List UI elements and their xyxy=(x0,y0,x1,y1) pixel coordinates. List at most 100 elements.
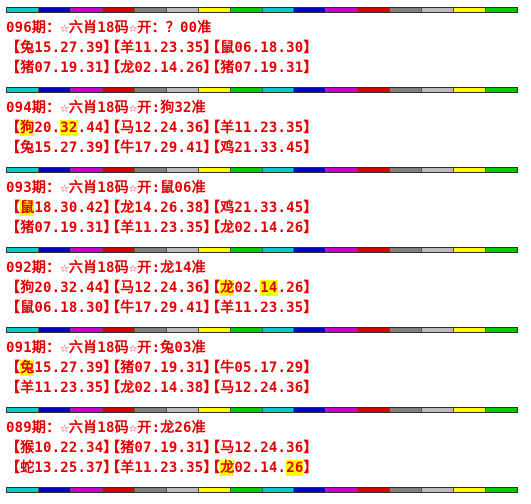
zodiac-number-row: 【鼠06.18.30】【牛17.29.41】【羊11.23.35】 xyxy=(6,298,317,318)
stripe-segment xyxy=(7,88,39,92)
group-text: 【羊11.23.35】 xyxy=(106,220,218,236)
stripe-segment xyxy=(102,248,135,252)
stripe-segment xyxy=(326,488,359,492)
group-text: 【 xyxy=(206,280,221,296)
stripe-segment xyxy=(422,248,455,252)
stripe-segment xyxy=(454,8,487,12)
zodiac-number-group: 【龙02.14.26】 xyxy=(206,278,317,298)
zodiac-number-group: 【鼠18.30.42】 xyxy=(6,198,117,218)
stripe-segment xyxy=(198,8,231,12)
zodiac-number-group: 【羊11.23.35】 xyxy=(206,118,317,138)
group-text: 【龙14.26.38】 xyxy=(106,200,218,216)
group-text: 【牛17.29.41】 xyxy=(106,140,218,156)
group-text: 15.27.39】 xyxy=(34,360,118,376)
stripe-segment xyxy=(134,248,167,252)
period-header: 094期：☆六肖18码☆开:狗32准 xyxy=(6,100,206,116)
stripe-segment xyxy=(230,168,263,172)
stripe-segment xyxy=(262,168,295,172)
color-stripe-divider xyxy=(6,247,518,253)
group-text: 【羊11.23.35】 xyxy=(6,380,118,396)
color-stripe-divider xyxy=(6,487,518,493)
stripe-segment xyxy=(358,328,391,332)
stripe-segment xyxy=(38,408,71,412)
stripe-segment xyxy=(7,488,39,492)
stripe-segment xyxy=(262,328,295,332)
group-text: 【龙02.14.26】 xyxy=(206,220,318,236)
stripe-segment xyxy=(390,488,423,492)
zodiac-number-row: 【蛇13.25.37】【羊11.23.35】【龙02.14.26】 xyxy=(6,458,317,478)
stripe-segment xyxy=(134,88,167,92)
group-text: 【 xyxy=(6,200,21,216)
stripe-segment xyxy=(7,8,39,12)
stripe-segment xyxy=(198,328,231,332)
group-text: 【羊11.23.35】 xyxy=(106,460,218,476)
group-text: 【羊11.23.35】 xyxy=(206,300,318,316)
hit-highlight: 狗 xyxy=(20,120,35,136)
stripe-segment xyxy=(454,248,487,252)
color-stripe-divider xyxy=(6,7,518,13)
stripe-segment xyxy=(230,88,263,92)
zodiac-number-group: 【鼠06.18.30】 xyxy=(6,298,117,318)
group-text: 】 xyxy=(303,460,318,476)
zodiac-number-group: 【马12.24.36】 xyxy=(106,278,217,298)
group-text: 【猪07.19.31】 xyxy=(206,60,318,76)
group-text: 【鼠06.18.30】 xyxy=(206,40,318,56)
group-text: 【猪07.19.31】 xyxy=(106,440,218,456)
stripe-segment xyxy=(7,408,39,412)
zodiac-number-group: 【马12.24.36】 xyxy=(206,438,317,458)
stripe-segment xyxy=(38,488,71,492)
stripe-segment xyxy=(166,88,199,92)
stripe-segment xyxy=(454,328,487,332)
stripe-segment xyxy=(198,248,231,252)
stripe-segment xyxy=(358,88,391,92)
zodiac-number-group: 【鼠06.18.30】 xyxy=(206,38,317,58)
zodiac-number-row: 【猪07.19.31】【羊11.23.35】【龙02.14.26】 xyxy=(6,218,317,238)
zodiac-number-group: 【鸡21.33.45】 xyxy=(206,198,317,218)
stripe-segment xyxy=(358,248,391,252)
color-stripe-divider xyxy=(6,167,518,173)
stripe-segment xyxy=(422,8,455,12)
stripe-segment xyxy=(134,8,167,12)
zodiac-number-group: 【羊11.23.35】 xyxy=(106,218,217,238)
zodiac-number-row: 【羊11.23.35】【龙02.14.38】【马12.24.36】 xyxy=(6,378,317,398)
stripe-segment xyxy=(326,8,359,12)
stripe-segment xyxy=(70,328,103,332)
group-text: 【羊11.23.35】 xyxy=(206,120,318,136)
stripe-segment xyxy=(70,408,103,412)
stripe-segment xyxy=(166,8,199,12)
stripe-segment xyxy=(422,328,455,332)
stripe-segment xyxy=(422,168,455,172)
group-text: 【鸡21.33.45】 xyxy=(206,200,318,216)
stripe-segment xyxy=(326,168,359,172)
zodiac-number-group: 【鸡21.33.45】 xyxy=(206,138,317,158)
hit-highlight: 26 xyxy=(286,460,304,476)
stripe-segment xyxy=(262,8,295,12)
group-text: 20. xyxy=(34,120,61,136)
stripe-segment xyxy=(294,8,327,12)
stripe-segment xyxy=(102,88,135,92)
stripe-segment xyxy=(486,408,517,412)
stripe-segment xyxy=(390,8,423,12)
zodiac-number-group: 【猪07.19.31】 xyxy=(6,58,117,78)
stripe-segment xyxy=(70,168,103,172)
stripe-segment xyxy=(230,248,263,252)
stripe-segment xyxy=(486,8,517,12)
stripe-segment xyxy=(358,168,391,172)
group-text: 【马12.24.36】 xyxy=(206,440,318,456)
color-stripe-divider xyxy=(6,327,518,333)
stripe-segment xyxy=(294,488,327,492)
color-stripe-divider xyxy=(6,407,518,413)
stripe-segment xyxy=(486,328,517,332)
stripe-segment xyxy=(454,408,487,412)
zodiac-number-group: 【羊11.23.35】 xyxy=(106,458,217,478)
stripe-segment xyxy=(38,248,71,252)
zodiac-number-row: 【猴10.22.34】【猪07.19.31】【马12.24.36】 xyxy=(6,438,317,458)
stripe-segment xyxy=(38,88,71,92)
stripe-segment xyxy=(102,168,135,172)
stripe-segment xyxy=(102,408,135,412)
stripe-segment xyxy=(326,248,359,252)
zodiac-number-row: 【兔15.27.39】【羊11.23.35】【鼠06.18.30】 xyxy=(6,38,317,58)
zodiac-number-group: 【猪07.19.31】 xyxy=(206,58,317,78)
period-header: 092期：☆六肖18码☆开:龙14准 xyxy=(6,260,206,276)
